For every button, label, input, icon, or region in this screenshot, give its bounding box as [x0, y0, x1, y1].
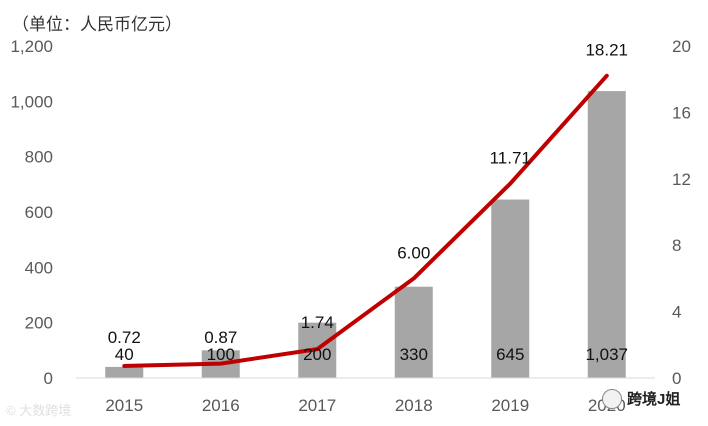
line-value-label: 0.72: [108, 328, 141, 347]
bar-value-label: 100: [207, 345, 235, 364]
watermark-right: 跨境J姐: [602, 388, 680, 409]
y-right-tick-label: 12: [672, 170, 691, 189]
watermark-right-text: 跨境J姐: [627, 391, 681, 408]
x-tick-label: 2019: [491, 396, 529, 415]
unit-label: （单位：人民币亿元）: [12, 15, 182, 34]
x-tick-label: 2017: [298, 396, 336, 415]
y-left-tick-label: 400: [25, 258, 53, 277]
y-right-tick-label: 20: [672, 37, 691, 56]
wechat-icon: [602, 388, 622, 409]
line-value-label: 6.00: [397, 243, 430, 262]
line-value-label: 18.21: [585, 41, 628, 60]
bar-value-label: 1,037: [585, 345, 628, 364]
y-left-tick-label: 600: [25, 203, 53, 222]
bar: [491, 199, 530, 378]
bar: [105, 366, 144, 378]
bar-value-label: 200: [303, 345, 331, 364]
watermark-left: © 大数跨境: [6, 403, 72, 418]
x-tick-label: 2016: [202, 396, 240, 415]
bar: [587, 91, 626, 378]
line-value-label: 1.74: [301, 313, 334, 332]
y-left-tick-label: 1,200: [10, 37, 53, 56]
x-tick-label: 2018: [395, 396, 433, 415]
y-right-tick-label: 0: [672, 369, 681, 388]
bar: [394, 286, 433, 378]
bar-value-label: 40: [115, 345, 134, 364]
y-left-tick-label: 200: [25, 314, 53, 333]
line-value-label: 11.71: [490, 149, 531, 168]
y-right-tick-label: 8: [672, 236, 681, 255]
y-left-tick-label: 0: [44, 369, 53, 388]
y-left-tick-label: 800: [25, 148, 53, 167]
bar-value-label: 645: [496, 345, 524, 364]
line-value-label: 0.87: [204, 328, 237, 347]
y-right-tick-label: 4: [672, 303, 681, 322]
x-tick-label: 2015: [105, 396, 143, 415]
bar-value-label: 330: [400, 345, 428, 364]
series-line: [122, 73, 609, 368]
y-left-tick-label: 1,000: [10, 92, 53, 111]
y-right-tick-label: 16: [672, 103, 691, 122]
